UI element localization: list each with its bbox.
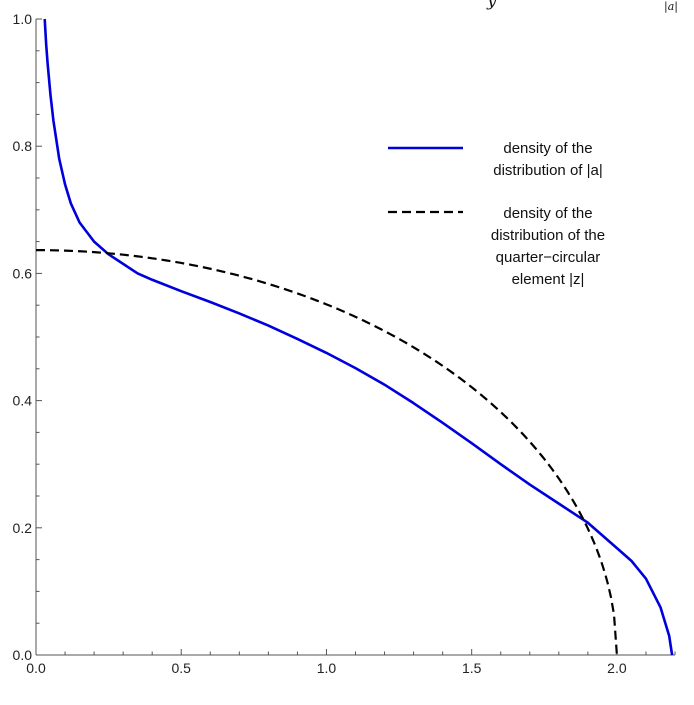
legend-label-density-a: distribution of |a|: [493, 162, 603, 179]
series-density-a-line: [43, 18, 674, 656]
y-tick-label: 1.0: [13, 11, 33, 27]
x-tick-label: 0.5: [171, 660, 191, 676]
y-tick-label: 0.4: [13, 393, 33, 409]
x-tick-label: 0.0: [26, 660, 46, 676]
y-tick-label: 0.8: [13, 138, 33, 154]
title-fragment-subscript: |a|: [664, 0, 678, 14]
x-tick-label: 2.0: [607, 660, 627, 676]
legend-label-quarter-circular: distribution of the: [491, 227, 605, 244]
legend-label-density-a: density of the: [503, 140, 592, 157]
legend-label-quarter-circular: quarter−circular: [496, 249, 601, 266]
y-tick-label: 0.0: [13, 647, 33, 663]
x-tick-label: 1.0: [317, 660, 337, 676]
y-tick-label: 0.2: [13, 520, 33, 536]
title-fragment: y |a|: [486, 0, 678, 14]
legend-label-quarter-circular: element |z|: [512, 271, 585, 288]
series-quarter-circular-line: [36, 249, 619, 656]
x-tick-label: 1.5: [462, 660, 482, 676]
axes: 0.0 0.5 1.0 1.5 2.0 0.0 0.2 0.4 0.6 0.8 1.0: [13, 11, 676, 676]
legend: density of the distribution of |a| density…: [388, 140, 605, 288]
legend-label-quarter-circular: density of the: [503, 205, 592, 222]
y-tick-label: 0.6: [13, 265, 33, 281]
title-fragment-y: y: [486, 0, 497, 11]
plot-area: [36, 18, 674, 656]
